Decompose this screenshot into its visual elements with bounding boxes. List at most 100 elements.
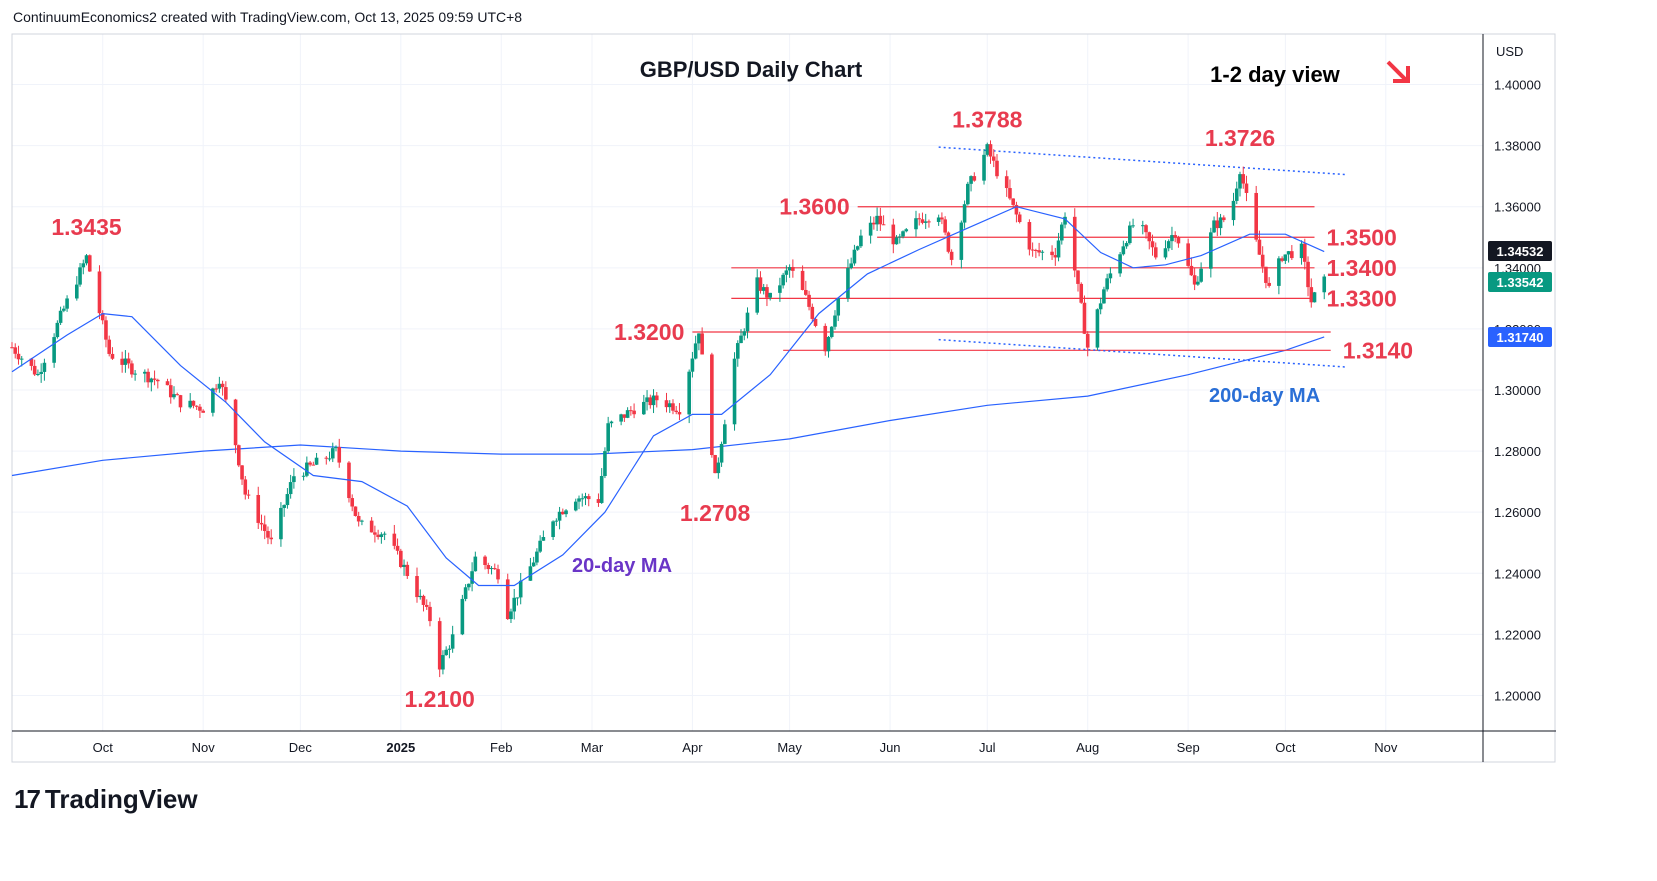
y-tick-label: 1.28000 bbox=[1494, 444, 1541, 459]
candle-body bbox=[19, 358, 24, 360]
candle-body bbox=[693, 343, 698, 359]
candle-body bbox=[178, 395, 183, 408]
candle-body bbox=[269, 537, 274, 540]
candle-body bbox=[282, 505, 286, 508]
candle-body bbox=[991, 156, 996, 161]
candle-body bbox=[337, 447, 342, 463]
candle-body bbox=[1218, 217, 1223, 229]
candle-body bbox=[100, 313, 105, 321]
candle-body bbox=[946, 232, 951, 252]
candle-body bbox=[314, 457, 319, 465]
support-resistance-levels bbox=[692, 206, 1331, 351]
candle-body bbox=[518, 580, 523, 598]
candle-body bbox=[1037, 250, 1041, 253]
candle-body bbox=[940, 217, 944, 220]
candle-body bbox=[81, 263, 86, 268]
candle-body bbox=[914, 218, 918, 230]
candle-body bbox=[191, 400, 196, 406]
candle-body bbox=[1264, 266, 1268, 283]
svg-text:1.33542: 1.33542 bbox=[1497, 275, 1544, 290]
candle-body bbox=[645, 397, 649, 402]
y-tick-label: 1.38000 bbox=[1494, 139, 1541, 154]
candle-body bbox=[266, 531, 270, 538]
candle-body bbox=[943, 219, 947, 233]
candle-body bbox=[1234, 188, 1239, 201]
candle-body bbox=[583, 496, 588, 499]
candle-body bbox=[739, 335, 743, 344]
candle-body bbox=[233, 399, 238, 446]
x-tick-label: Jun bbox=[880, 740, 901, 755]
candle-body bbox=[165, 381, 170, 386]
candle-body bbox=[305, 462, 309, 476]
x-tick-label: Dec bbox=[289, 740, 313, 755]
price-annotation: 1.2100 bbox=[405, 686, 475, 712]
price-annotation: 1.3435 bbox=[51, 214, 122, 240]
candle-body bbox=[373, 532, 377, 535]
candle-body bbox=[1309, 287, 1314, 303]
time-axis[interactable]: Oct Nov Dec 2025 Feb Mar Apr May Jun Jul Aug Sep Oct… bbox=[93, 740, 1398, 755]
candle-body bbox=[1312, 292, 1317, 303]
candle-body bbox=[1085, 333, 1090, 348]
candle-body bbox=[392, 533, 397, 546]
candle-body bbox=[256, 495, 261, 523]
candle-body bbox=[1306, 261, 1310, 288]
candle-body bbox=[962, 204, 967, 223]
candle-body bbox=[515, 597, 520, 599]
candle-body bbox=[123, 358, 128, 365]
candle-body bbox=[758, 277, 763, 291]
candle-body bbox=[327, 458, 332, 460]
candle-body bbox=[917, 218, 922, 220]
candle-body bbox=[878, 215, 883, 225]
candle-body bbox=[800, 270, 805, 290]
tradingview-logo[interactable]: 17 TradingView bbox=[14, 784, 198, 814]
candle-body bbox=[859, 235, 863, 247]
candle-body bbox=[308, 462, 312, 465]
ma200-price-tag: 1.31740 bbox=[1488, 327, 1552, 347]
candle-body bbox=[78, 267, 82, 285]
candle-body bbox=[625, 410, 630, 418]
candle-body bbox=[415, 576, 419, 598]
candle-body bbox=[376, 534, 380, 538]
candle-body bbox=[1082, 302, 1087, 334]
ma20-price-tag: 1.34532 bbox=[1488, 241, 1552, 261]
candle-body bbox=[58, 310, 63, 323]
candle-body bbox=[1322, 276, 1327, 293]
price-annotation: 1.2708 bbox=[680, 500, 751, 526]
candle-body bbox=[512, 597, 517, 612]
candle-body bbox=[959, 222, 964, 260]
candle-body bbox=[279, 507, 283, 540]
candle-body bbox=[126, 358, 131, 364]
candle-body bbox=[1121, 246, 1126, 255]
candle-body bbox=[687, 371, 691, 415]
candle-body bbox=[424, 604, 429, 607]
candle-body bbox=[1105, 278, 1109, 290]
candle-body bbox=[1290, 251, 1294, 259]
candle-body bbox=[1147, 232, 1152, 242]
svg-text:1.31740: 1.31740 bbox=[1497, 330, 1544, 345]
candle-body bbox=[690, 358, 695, 372]
candle-body bbox=[62, 308, 66, 311]
x-tick-label: Apr bbox=[682, 740, 703, 755]
x-tick-label: Oct bbox=[1275, 740, 1296, 755]
candle-body bbox=[1257, 239, 1262, 255]
outer-frame bbox=[11, 33, 1556, 763]
candle-body bbox=[447, 648, 452, 650]
candle-body bbox=[768, 292, 772, 298]
candle-body bbox=[1030, 249, 1035, 251]
candle-body bbox=[460, 598, 465, 635]
ma200-label: 200-day MA bbox=[1209, 385, 1320, 407]
candle-body bbox=[467, 583, 471, 588]
candle-body bbox=[52, 337, 56, 363]
candle-body bbox=[97, 271, 102, 314]
candle-body bbox=[29, 358, 34, 366]
candle-body bbox=[152, 378, 157, 380]
price-axis[interactable]: 1.20000 1.22000 1.24000 1.26000 1.28000 1.300… bbox=[1494, 78, 1541, 704]
candle-body bbox=[262, 524, 267, 532]
candle-body bbox=[1027, 222, 1032, 250]
candle-body bbox=[489, 568, 494, 570]
candle-body bbox=[1098, 303, 1103, 310]
x-tick-label: Nov bbox=[1374, 740, 1398, 755]
y-tick-label: 1.24000 bbox=[1494, 566, 1541, 581]
candle-body bbox=[1299, 243, 1304, 259]
